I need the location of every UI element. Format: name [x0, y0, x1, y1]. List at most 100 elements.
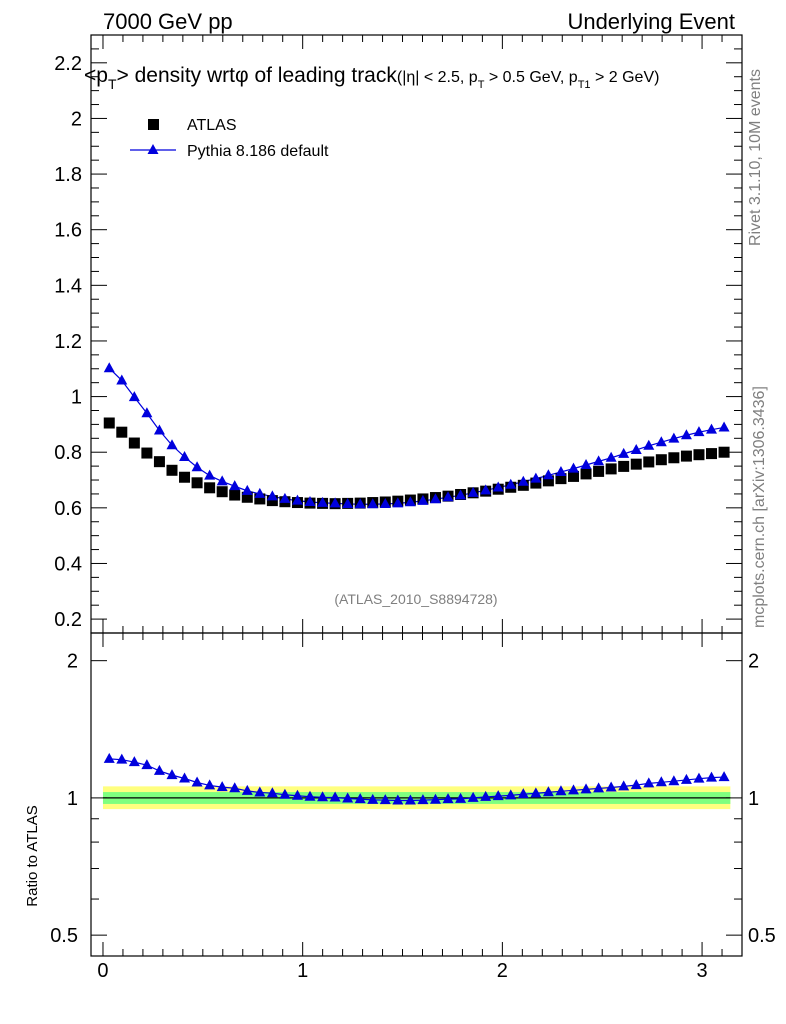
main-title-sub: T	[108, 76, 117, 92]
y-tick-label: 1.8	[54, 164, 82, 186]
analysis-annotation: (ATLAS_2010_S8894728)	[334, 591, 497, 607]
atlas-point	[605, 463, 617, 475]
legend: ATLAS Pythia 8.186 default	[130, 117, 329, 160]
atlas-point	[718, 446, 730, 458]
atlas-point	[668, 452, 680, 464]
pythia-point	[317, 496, 329, 507]
pythia-point	[103, 362, 115, 373]
atlas-point	[254, 493, 266, 505]
pythia-point	[655, 436, 667, 447]
ratio-y-tick-label-right: 2	[748, 651, 759, 673]
x-tick-label: 3	[696, 960, 707, 982]
ratio-pythia-point	[417, 794, 429, 805]
ratio-pythia-point	[279, 788, 291, 799]
main-title-phi: φ	[235, 64, 249, 87]
ratio-panel: 0 1 2 3 0.5 0.5 1 1 2 2	[50, 632, 776, 982]
atlas-point	[542, 475, 554, 487]
ratio-pythia-point	[492, 790, 504, 801]
atlas-point	[103, 417, 115, 429]
pythia-point	[304, 495, 316, 506]
ratio-pythia-point	[530, 787, 542, 798]
pythia-point	[141, 407, 153, 418]
y-tick-label: 2.2	[54, 53, 82, 75]
ratio-pythia-point	[580, 783, 592, 794]
ratio-pythia-point	[455, 792, 467, 803]
ratio-pythia-point	[103, 752, 115, 763]
ratio-pythia-point	[241, 784, 253, 795]
pythia-point	[492, 481, 504, 492]
atlas-point	[166, 464, 178, 476]
atlas-point	[128, 437, 140, 449]
atlas-point	[241, 491, 253, 503]
atlas-point	[229, 489, 241, 501]
atlas-point	[643, 456, 655, 468]
pythia-point	[191, 461, 203, 472]
ratio-pythia-point	[680, 773, 692, 784]
atlas-point	[266, 495, 278, 507]
ratio-pythia-point	[517, 788, 529, 799]
ratio-pythia-point	[593, 782, 605, 793]
pythia-point	[266, 490, 278, 501]
y-tick-label: 1.6	[54, 220, 82, 242]
legend-atlas-label: ATLAS	[187, 117, 237, 134]
pythia-point	[116, 374, 128, 385]
main-title-part: of leading track	[249, 64, 398, 87]
ratio-pythia-point	[254, 786, 266, 797]
main-title-cuts: (|η| < 2.5, p	[397, 69, 478, 86]
pythia-point	[718, 421, 730, 432]
ratio-pythia-point	[668, 775, 680, 786]
ratio-pythia-point	[555, 785, 567, 796]
ratio-pythia-point	[116, 753, 128, 764]
pythia-point	[455, 489, 467, 500]
ratio-pythia-point	[141, 759, 153, 770]
main-title-part: <p	[84, 64, 108, 87]
ratio-pythia-point	[693, 772, 705, 783]
ratio-pythia-point	[379, 794, 391, 805]
main-title-sub: T	[478, 79, 485, 91]
pythia-point	[530, 472, 542, 483]
pythia-point	[354, 498, 366, 509]
ratio-pythia-point	[204, 779, 216, 790]
atlas-point	[693, 449, 705, 461]
ratio-pythia-point	[329, 791, 341, 802]
ratio-pythia-point	[630, 779, 642, 790]
header-left: 7000 GeV pp	[103, 9, 233, 34]
ratio-y-tick-label-right: 1	[748, 788, 759, 810]
pythia-point	[693, 426, 705, 437]
atlas-point	[580, 468, 592, 480]
ratio-pythia-point	[567, 784, 579, 795]
pythia-point	[542, 469, 554, 480]
pythia-point	[593, 455, 605, 466]
main-title-part: > density wrt	[117, 64, 236, 87]
ratio-pythia-point	[216, 781, 228, 792]
atlas-point	[706, 448, 718, 460]
pythia-point	[668, 432, 680, 443]
pythia-point	[216, 475, 228, 486]
pythia-point	[128, 391, 140, 402]
legend-pythia-label: Pythia 8.186 default	[187, 143, 329, 160]
pythia-point	[379, 497, 391, 508]
pythia-point	[342, 497, 354, 508]
pythia-point	[367, 498, 379, 509]
main-title-sub: T1	[578, 79, 591, 91]
pythia-point	[680, 429, 692, 440]
ratio-pythia-point	[179, 772, 191, 783]
y-tick-label: 0.4	[54, 553, 82, 575]
main-panel: 0.2 0.4 0.6 0.8 1 1.2 1.4 1.6 1.8 2 2.2	[54, 34, 743, 634]
pythia-point	[580, 459, 592, 470]
pythia-point	[329, 497, 341, 508]
atlas-point	[567, 470, 579, 482]
pythia-point	[442, 491, 454, 502]
pythia-point	[279, 492, 291, 503]
pythia-point	[630, 443, 642, 454]
ratio-pythia-point	[655, 776, 667, 787]
atlas-point	[216, 486, 228, 498]
pythia-point	[229, 480, 241, 491]
atlas-point	[116, 426, 128, 438]
atlas-point	[153, 456, 165, 468]
y-tick-label: 1.2	[54, 331, 82, 353]
ratio-frame	[90, 632, 743, 957]
ratio-pythia-point	[706, 771, 718, 782]
main-title-cuts: > 2 GeV)	[591, 69, 660, 86]
ratio-pythia-point	[618, 780, 630, 791]
